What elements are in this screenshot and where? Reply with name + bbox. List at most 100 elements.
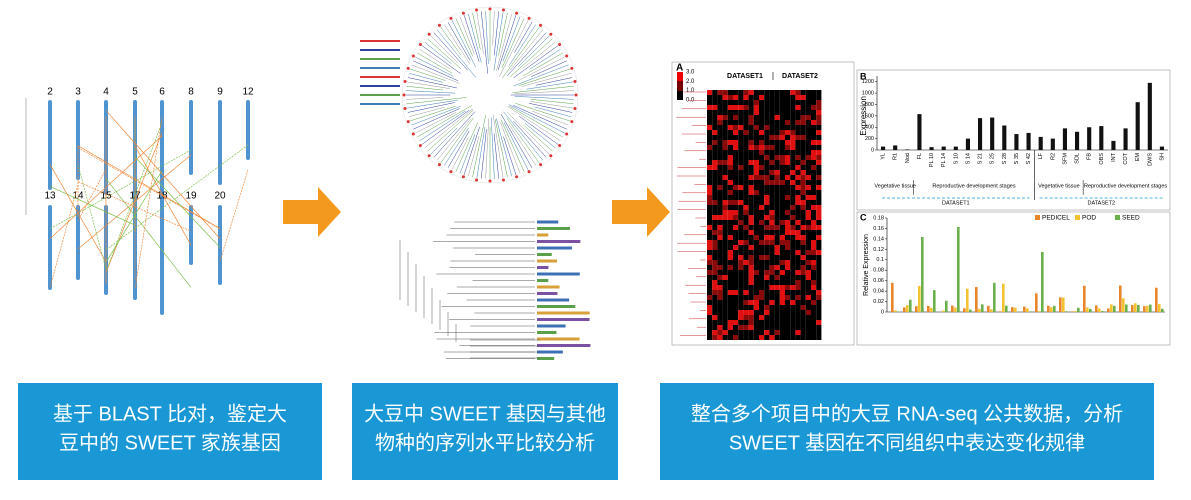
heat-cell <box>780 265 785 270</box>
heat-cell <box>806 115 811 120</box>
heat-cell <box>790 305 795 310</box>
heat-cell <box>764 140 769 145</box>
heat-cell <box>754 240 759 245</box>
x-tick-label: R2 <box>1050 153 1056 160</box>
heat-cell <box>717 270 722 275</box>
heat-cell <box>749 130 754 135</box>
heat-cell <box>723 205 728 210</box>
heat-cell <box>712 250 717 255</box>
heat-cell <box>743 190 748 195</box>
heat-cell <box>733 120 738 125</box>
heat-cell <box>733 95 738 100</box>
heat-cell <box>738 140 743 145</box>
heat-cell <box>785 150 790 155</box>
heat-cell <box>775 185 780 190</box>
heat-cell <box>754 150 759 155</box>
bar-decor <box>1095 305 1098 312</box>
heat-cell <box>785 155 790 160</box>
heat-cell <box>795 255 800 260</box>
heat-cell <box>707 220 712 225</box>
heat-cell <box>712 190 717 195</box>
chromosome <box>218 100 222 185</box>
heat-cell <box>769 230 774 235</box>
heat-cell <box>759 210 764 215</box>
heat-cell <box>759 265 764 270</box>
heat-cell <box>749 125 754 130</box>
x-tick-label: PL 14 <box>941 153 947 167</box>
heat-cell <box>707 245 712 250</box>
heat-cell <box>707 105 712 110</box>
bar-decor <box>909 300 912 312</box>
heat-cell <box>733 155 738 160</box>
heat-cell <box>769 140 774 145</box>
heat-cell <box>764 305 769 310</box>
tip <box>449 170 452 173</box>
heat-cell <box>707 150 712 155</box>
heat-cell <box>749 100 754 105</box>
heat-cell <box>728 270 733 275</box>
caption-line: 物种的序列水平比较分析 <box>375 431 595 454</box>
heat-cell <box>723 125 728 130</box>
heat-cell <box>723 270 728 275</box>
heat-cell <box>790 330 795 335</box>
heat-cell <box>811 240 816 245</box>
heat-cell <box>733 310 738 315</box>
heat-cell <box>717 205 722 210</box>
heat-cell <box>749 225 754 230</box>
heat-cell <box>816 150 821 155</box>
heat-cell <box>795 160 800 165</box>
heat-cell <box>749 120 754 125</box>
heat-cell <box>769 215 774 220</box>
heat-cell <box>811 255 816 260</box>
bar <box>1014 134 1018 150</box>
bar-decor <box>954 308 957 312</box>
heat-cell <box>743 245 748 250</box>
heat-cell <box>790 125 795 130</box>
heat-cell <box>806 335 811 340</box>
heat-cell <box>717 115 722 120</box>
y-tick-label: 0.14 <box>873 236 884 242</box>
heat-cell <box>775 250 780 255</box>
heat-cell <box>801 160 806 165</box>
heat-cell <box>754 90 759 95</box>
heat-cell <box>733 265 738 270</box>
heat-cell <box>775 125 780 130</box>
heat-cell <box>749 90 754 95</box>
heat-cell <box>743 325 748 330</box>
bar-decor <box>1062 298 1065 312</box>
caption-line: SWEET 基因在不同组织中表达变化规律 <box>729 431 1085 454</box>
heat-cell <box>749 200 754 205</box>
bar-decor <box>1041 252 1044 312</box>
heat-cell <box>780 215 785 220</box>
heat-cell <box>728 170 733 175</box>
heat-cell <box>743 200 748 205</box>
tip <box>528 170 531 173</box>
heat-cell <box>780 310 785 315</box>
bar-decor <box>1158 304 1161 312</box>
heat-cell <box>728 295 733 300</box>
heat-cell <box>806 90 811 95</box>
heat-cell <box>759 130 764 135</box>
heat-cell <box>733 270 738 275</box>
heat-cell <box>775 295 780 300</box>
heat-cell <box>769 240 774 245</box>
heat-cell <box>733 180 738 185</box>
heat-cell <box>795 245 800 250</box>
heat-cell <box>749 210 754 215</box>
bar-decor <box>951 306 954 312</box>
heat-cell <box>806 125 811 130</box>
bar-decor <box>918 286 921 312</box>
heat-cell <box>780 145 785 150</box>
heat-cell <box>743 280 748 285</box>
heat-cell <box>769 305 774 310</box>
heat-cell <box>738 265 743 270</box>
heat-cell <box>785 175 790 180</box>
heat-cell <box>738 250 743 255</box>
y-tick-label: 0.06 <box>873 278 884 284</box>
heat-cell <box>754 205 759 210</box>
heat-cell <box>785 285 790 290</box>
heat-cell <box>816 270 821 275</box>
heat-cell <box>759 205 764 210</box>
chromosome <box>160 205 164 315</box>
heat-cell <box>723 190 728 195</box>
